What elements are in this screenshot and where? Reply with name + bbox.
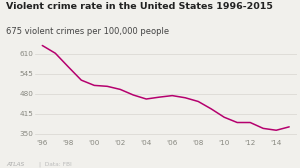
Text: ATLAS: ATLAS	[6, 162, 24, 167]
Text: |  Data: FBI: | Data: FBI	[39, 162, 72, 167]
Text: 675 violent crimes per 100,000 people: 675 violent crimes per 100,000 people	[6, 27, 169, 36]
Text: Violent crime rate in the United States 1996-2015: Violent crime rate in the United States …	[6, 2, 273, 11]
